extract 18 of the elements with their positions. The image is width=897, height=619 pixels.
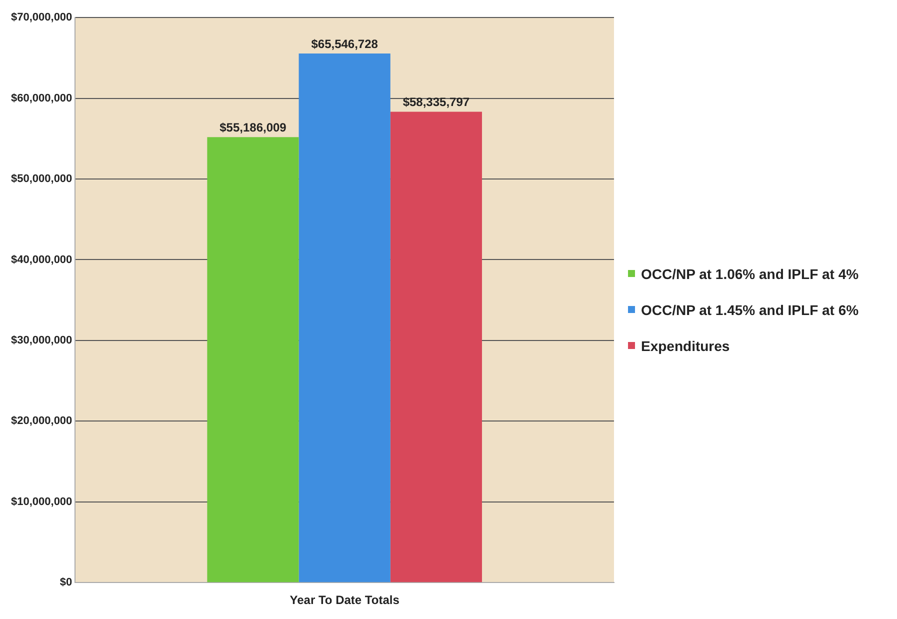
data-label: $65,546,728 bbox=[311, 36, 378, 51]
y-tick-label: $70,000,000 bbox=[11, 12, 72, 24]
y-tick-label: $0 bbox=[60, 576, 72, 589]
x-tick-label: Year To Date Totals bbox=[290, 593, 400, 608]
bar bbox=[298, 54, 390, 582]
legend-label: OCC/NP at 1.06% and IPLF at 4% bbox=[641, 266, 859, 282]
y-tick-label: $40,000,000 bbox=[11, 254, 72, 266]
bar bbox=[390, 112, 482, 582]
legend-label: OCC/NP at 1.45% and IPLF at 6% bbox=[641, 302, 859, 318]
legend-label: Expenditures bbox=[641, 338, 730, 354]
y-tick-label: $10,000,000 bbox=[11, 496, 72, 508]
y-tick-label: $60,000,000 bbox=[11, 92, 72, 104]
data-label: $58,335,797 bbox=[402, 95, 470, 110]
y-tick-label: $50,000,000 bbox=[11, 173, 72, 186]
bar bbox=[207, 137, 299, 582]
y-tick-label: $20,000,000 bbox=[11, 415, 72, 428]
y-tick-label: $30,000,000 bbox=[11, 334, 72, 346]
data-label: $55,186,009 bbox=[220, 120, 287, 134]
